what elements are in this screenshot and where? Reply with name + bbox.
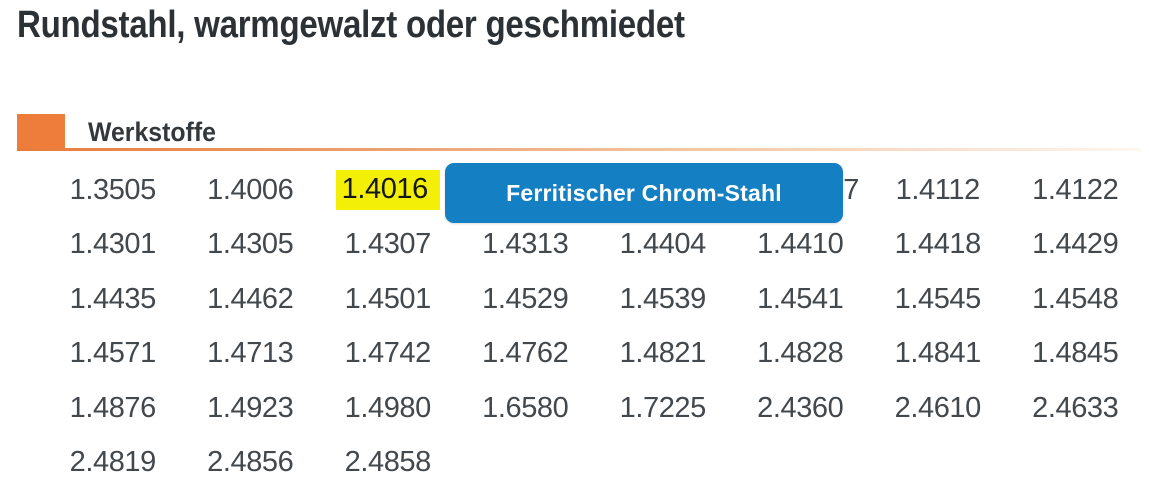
orange-accent-square xyxy=(17,114,65,151)
material-cell[interactable]: 1.4122 xyxy=(1032,173,1119,206)
material-cell[interactable]: 1.4845 xyxy=(1032,337,1119,370)
material-cell[interactable]: 1.4112 xyxy=(895,173,981,206)
material-tooltip: Ferritischer Chrom-Stahl xyxy=(445,163,843,223)
materials-grid: 1.3505 1.4006 1.4016 7 1.4112 1.4122 1.4301 1.4… xyxy=(44,163,1144,490)
material-cell[interactable]: 1.7225 xyxy=(619,391,707,424)
material-cell-empty xyxy=(732,436,870,491)
material-cell[interactable]: 1.4980 xyxy=(344,391,432,424)
material-cell[interactable]: 1.4828 xyxy=(757,337,844,370)
material-cell[interactable]: 1.4435 xyxy=(69,282,157,315)
material-cell[interactable]: 1.4539 xyxy=(619,282,707,315)
material-cell: 1.4016 xyxy=(319,163,457,218)
material-cell[interactable]: 1.4410 xyxy=(757,228,844,261)
material-cell[interactable]: 2.4633 xyxy=(1032,391,1119,424)
material-cell[interactable]: 2.4360 xyxy=(757,391,844,424)
material-cell[interactable]: 1.4301 xyxy=(69,228,157,261)
material-cell[interactable]: 1.4742 xyxy=(344,337,432,370)
material-cell[interactable]: 1.4762 xyxy=(482,337,569,370)
material-cell-empty xyxy=(594,436,732,491)
material-cell[interactable]: 1.4713 xyxy=(207,337,294,370)
material-cell[interactable]: 1.4305 xyxy=(207,228,294,261)
material-cell-empty xyxy=(869,436,1007,491)
material-cell[interactable]: 2.4610 xyxy=(894,391,982,424)
material-cell[interactable]: 7 xyxy=(843,173,859,206)
material-cell[interactable]: 1.3505 xyxy=(69,173,157,206)
material-cell[interactable]: 1.4418 xyxy=(894,228,982,261)
material-cell[interactable]: 2.4856 xyxy=(207,446,294,479)
material-cell[interactable]: 2.4858 xyxy=(344,446,432,479)
highlighted-material[interactable]: 1.4016 xyxy=(335,170,440,211)
material-cell[interactable]: 1.6580 xyxy=(482,391,569,424)
section-heading: Werkstoffe xyxy=(88,117,216,147)
material-cell[interactable]: 1.4841 xyxy=(894,337,982,370)
material-cell[interactable]: 2.4819 xyxy=(69,446,157,479)
material-cell-empty xyxy=(1007,436,1145,491)
material-cell[interactable]: 1.4876 xyxy=(69,391,157,424)
material-cell[interactable]: 1.4313 xyxy=(482,228,569,261)
material-cell[interactable]: 1.4571 xyxy=(69,337,157,370)
material-cell[interactable]: 1.4404 xyxy=(619,228,707,261)
tooltip-label: Ferritischer Chrom-Stahl xyxy=(506,179,782,206)
material-cell[interactable]: 1.4462 xyxy=(207,282,294,315)
material-cell-empty xyxy=(457,436,595,491)
material-cell[interactable]: 1.4307 xyxy=(344,228,432,261)
section-underline xyxy=(17,148,1142,151)
material-cell[interactable]: 1.4529 xyxy=(482,282,569,315)
page-title: Rundstahl, warmgewalzt oder geschmiedet xyxy=(17,4,685,46)
material-cell[interactable]: 1.4006 xyxy=(207,173,294,206)
material-cell[interactable]: 1.4545 xyxy=(894,282,982,315)
material-cell[interactable]: 1.4548 xyxy=(1032,282,1119,315)
material-cell[interactable]: 1.4821 xyxy=(619,337,707,370)
material-cell[interactable]: 1.4429 xyxy=(1032,228,1119,261)
material-cell[interactable]: 1.4923 xyxy=(207,391,294,424)
material-cell[interactable]: 1.4541 xyxy=(757,282,844,315)
material-cell[interactable]: 1.4501 xyxy=(344,282,432,315)
